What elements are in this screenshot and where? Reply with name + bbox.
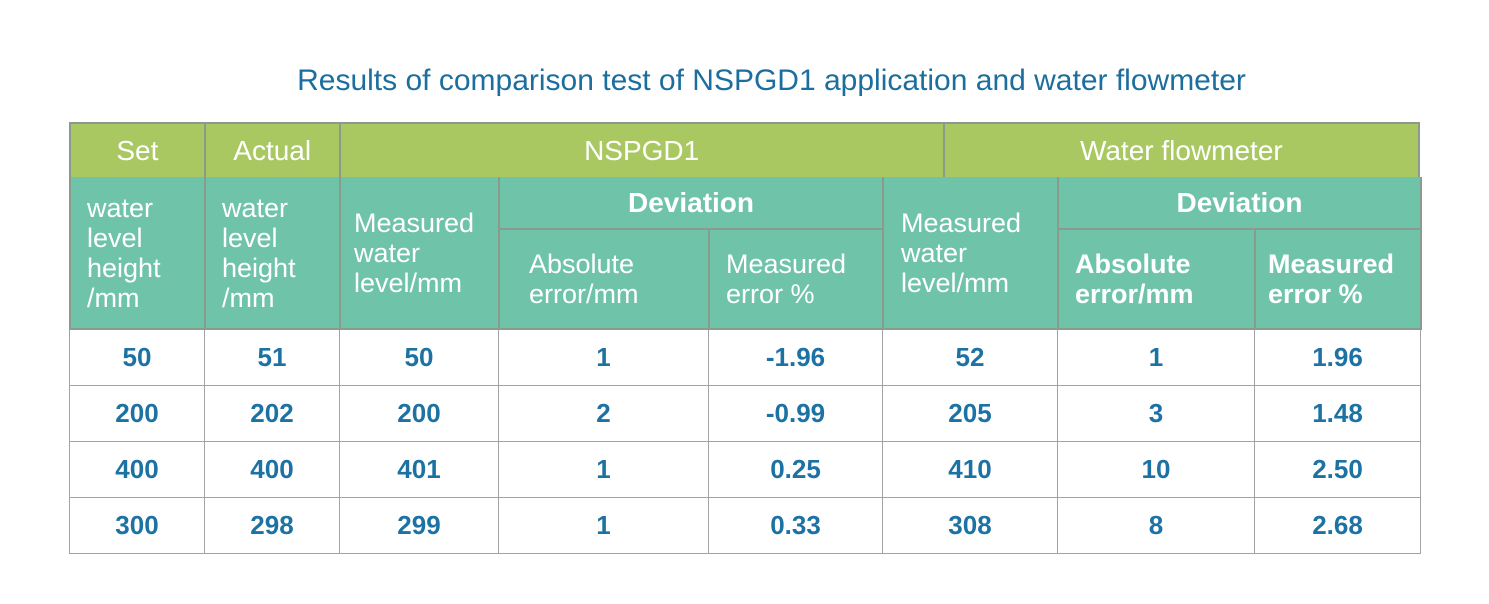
cell-flowmeter-measured: 308: [883, 498, 1058, 554]
cell-set-height: 200: [70, 386, 205, 442]
header-set-water-level-height: water level height /mm: [71, 177, 206, 330]
header-nspgd1-absolute-error: Absolute error/mm: [500, 230, 710, 330]
cell-flowmeter-measured: 205: [883, 386, 1058, 442]
table-data-grid: 50 51 50 1 -1.96 52 1 1.96 200 202 200 2…: [69, 330, 1421, 554]
header-flowmeter-absolute-error: Absolute error/mm: [1059, 230, 1256, 330]
cell-nspgd1-abs-error: 1: [499, 442, 709, 498]
cell-flowmeter-abs-error: 10: [1058, 442, 1255, 498]
cell-set-height: 50: [70, 330, 205, 386]
cell-nspgd1-meas-error: 0.25: [709, 442, 883, 498]
cell-flowmeter-meas-error: 1.96: [1255, 330, 1421, 386]
cell-nspgd1-measured: 200: [340, 386, 499, 442]
cell-nspgd1-measured: 401: [340, 442, 499, 498]
cell-flowmeter-abs-error: 3: [1058, 386, 1255, 442]
header-nspgd1-measured-error: Measured error %: [710, 230, 884, 330]
cell-nspgd1-abs-error: 1: [499, 330, 709, 386]
cell-actual-height: 202: [205, 386, 340, 442]
header-water-flowmeter: Water flowmeter: [944, 124, 1420, 177]
header-flowmeter-measured-water-level: Measured water level/mm: [884, 177, 1059, 330]
header-actual: Actual: [205, 124, 341, 177]
header-nspgd1-deviation: Deviation: [500, 177, 884, 230]
cell-set-height: 300: [70, 498, 205, 554]
cell-nspgd1-measured: 299: [340, 498, 499, 554]
table-sub-header-grid: water level height /mm water level heigh…: [69, 177, 1422, 330]
cell-actual-height: 400: [205, 442, 340, 498]
header-flowmeter-measured-error: Measured error %: [1256, 230, 1422, 330]
header-flowmeter-deviation: Deviation: [1059, 177, 1422, 230]
cell-flowmeter-meas-error: 1.48: [1255, 386, 1421, 442]
header-set: Set: [71, 124, 206, 177]
cell-nspgd1-abs-error: 2: [499, 386, 709, 442]
cell-set-height: 400: [70, 442, 205, 498]
header-actual-water-level-height: water level height /mm: [206, 177, 341, 330]
cell-actual-height: 51: [205, 330, 340, 386]
header-nspgd1: NSPGD1: [340, 124, 945, 177]
cell-flowmeter-meas-error: 2.68: [1255, 498, 1421, 554]
header-nspgd1-measured-water-level: Measured water level/mm: [341, 177, 500, 330]
cell-flowmeter-abs-error: 8: [1058, 498, 1255, 554]
table-group-header-row: Set Actual NSPGD1 Water flowmeter: [69, 122, 1420, 177]
cell-flowmeter-abs-error: 1: [1058, 330, 1255, 386]
page-title: Results of comparison test of NSPGD1 app…: [297, 64, 1246, 97]
cell-nspgd1-abs-error: 1: [499, 498, 709, 554]
cell-flowmeter-measured: 410: [883, 442, 1058, 498]
cell-nspgd1-measured: 50: [340, 330, 499, 386]
cell-nspgd1-meas-error: -1.96: [709, 330, 883, 386]
cell-flowmeter-measured: 52: [883, 330, 1058, 386]
cell-flowmeter-meas-error: 2.50: [1255, 442, 1421, 498]
cell-actual-height: 298: [205, 498, 340, 554]
cell-nspgd1-meas-error: -0.99: [709, 386, 883, 442]
cell-nspgd1-meas-error: 0.33: [709, 498, 883, 554]
